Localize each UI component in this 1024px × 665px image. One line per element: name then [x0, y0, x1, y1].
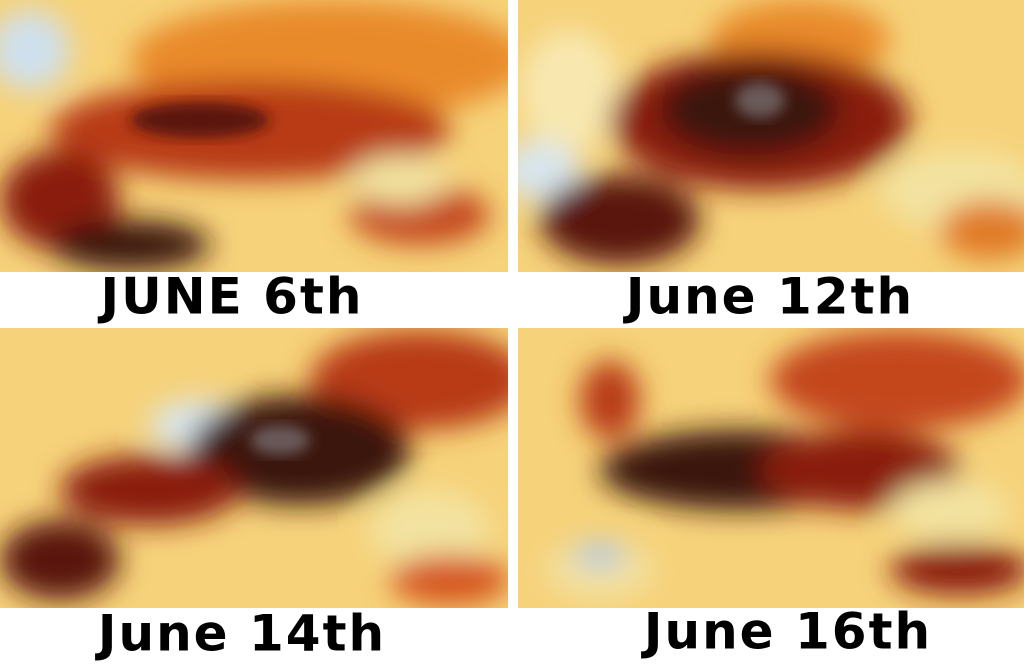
- caption: JUNE 6th: [98, 268, 364, 326]
- map-panel: [0, 0, 508, 272]
- map-panel: [0, 328, 508, 608]
- map-panel: [518, 328, 1024, 608]
- caption: June 14th: [95, 605, 386, 663]
- caption: June 16th: [641, 603, 932, 661]
- caption: June 12th: [623, 268, 914, 326]
- map-panel: [518, 0, 1024, 272]
